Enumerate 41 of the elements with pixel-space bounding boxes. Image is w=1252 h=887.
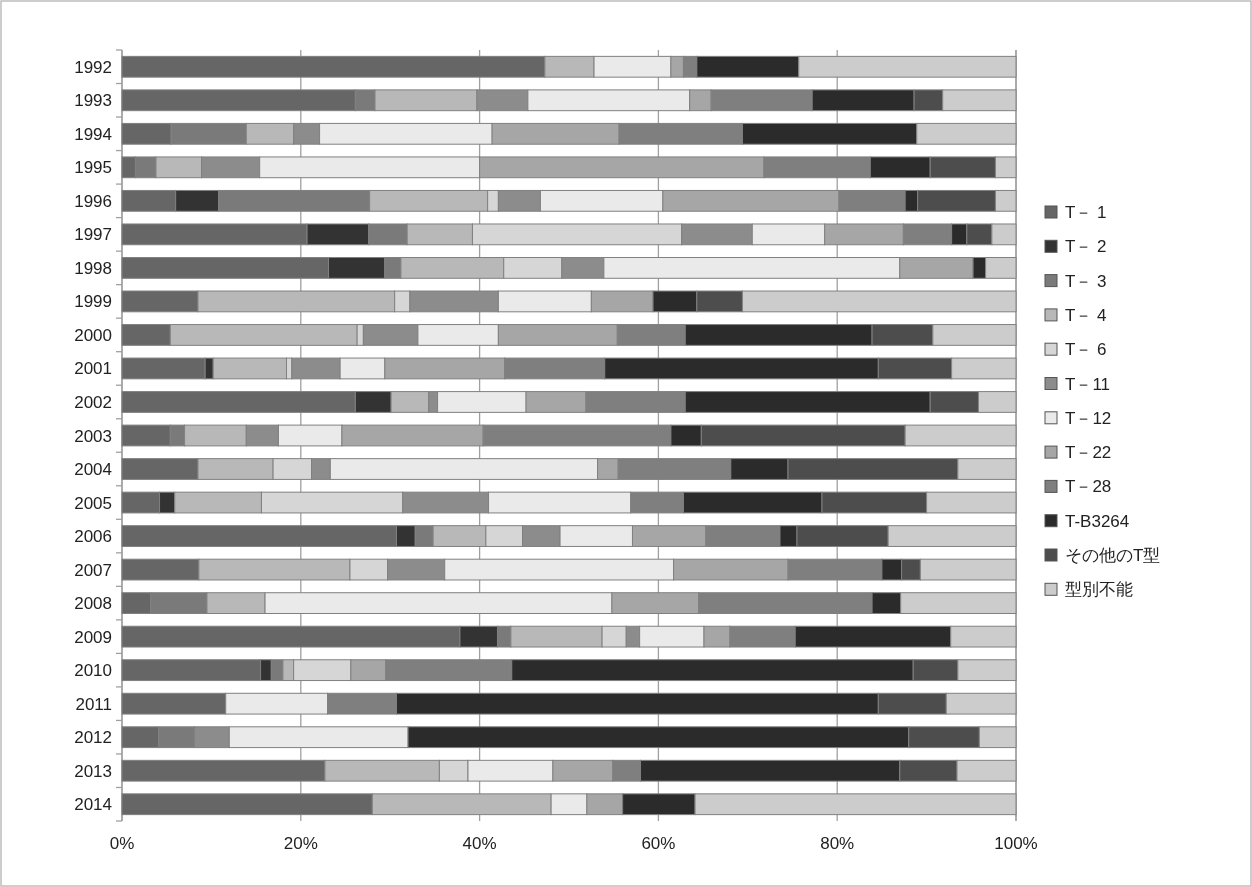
y-tick-label: 1999 <box>74 292 112 312</box>
y-tick-label: 1993 <box>74 91 112 111</box>
y-tick-label: 2008 <box>74 594 112 614</box>
x-tick-label: 60% <box>641 834 676 853</box>
y-tick-label: 2004 <box>74 460 112 480</box>
x-tick-label: 20% <box>283 834 318 853</box>
y-tick-label: 2001 <box>74 359 112 379</box>
x-tick-label: 0% <box>109 834 135 853</box>
x-tick-label: 40% <box>462 834 497 853</box>
legend-label: 型別不能 <box>1065 580 1133 600</box>
y-tick-label: 1995 <box>74 158 112 178</box>
y-tick-label: 2007 <box>74 560 112 580</box>
y-tick-label: 2009 <box>74 627 112 647</box>
y-tick-label: 1998 <box>74 258 112 278</box>
y-tick-label: 2000 <box>74 325 112 345</box>
legend-label: T－ 4 <box>1065 305 1107 325</box>
legend-label: T－ 6 <box>1065 340 1107 360</box>
legend-label: T－ 3 <box>1065 271 1107 291</box>
y-tick-label: 1996 <box>74 191 112 211</box>
y-tick-label: 2013 <box>74 761 112 781</box>
legend-label: T－ 2 <box>1065 237 1107 257</box>
x-tick-label: 100% <box>994 834 1038 853</box>
x-tick-label: 80% <box>820 834 855 853</box>
legend-label: T－12 <box>1065 408 1112 428</box>
y-tick-label: 2014 <box>74 795 112 815</box>
legend-label: その他のT型 <box>1065 546 1161 565</box>
y-tick-label: 1994 <box>74 124 112 144</box>
legend-label: T－ 1 <box>1065 203 1107 222</box>
y-tick-label: 2005 <box>74 493 112 513</box>
y-tick-label: 2010 <box>74 661 112 681</box>
legend-label: T-B3264 <box>1065 511 1130 531</box>
y-tick-label: 1997 <box>74 225 112 245</box>
y-tick-label: 2006 <box>74 527 112 547</box>
y-tick-label: 1992 <box>74 57 112 77</box>
legend-label: T－11 <box>1065 374 1111 394</box>
y-tick-label: 2002 <box>74 392 112 412</box>
legend-label: T－22 <box>1065 443 1112 463</box>
y-tick-label: 2012 <box>74 728 112 748</box>
y-tick-label: 2011 <box>75 694 112 714</box>
legend-label: T－28 <box>1065 477 1112 497</box>
y-tick-label: 2003 <box>74 426 112 446</box>
